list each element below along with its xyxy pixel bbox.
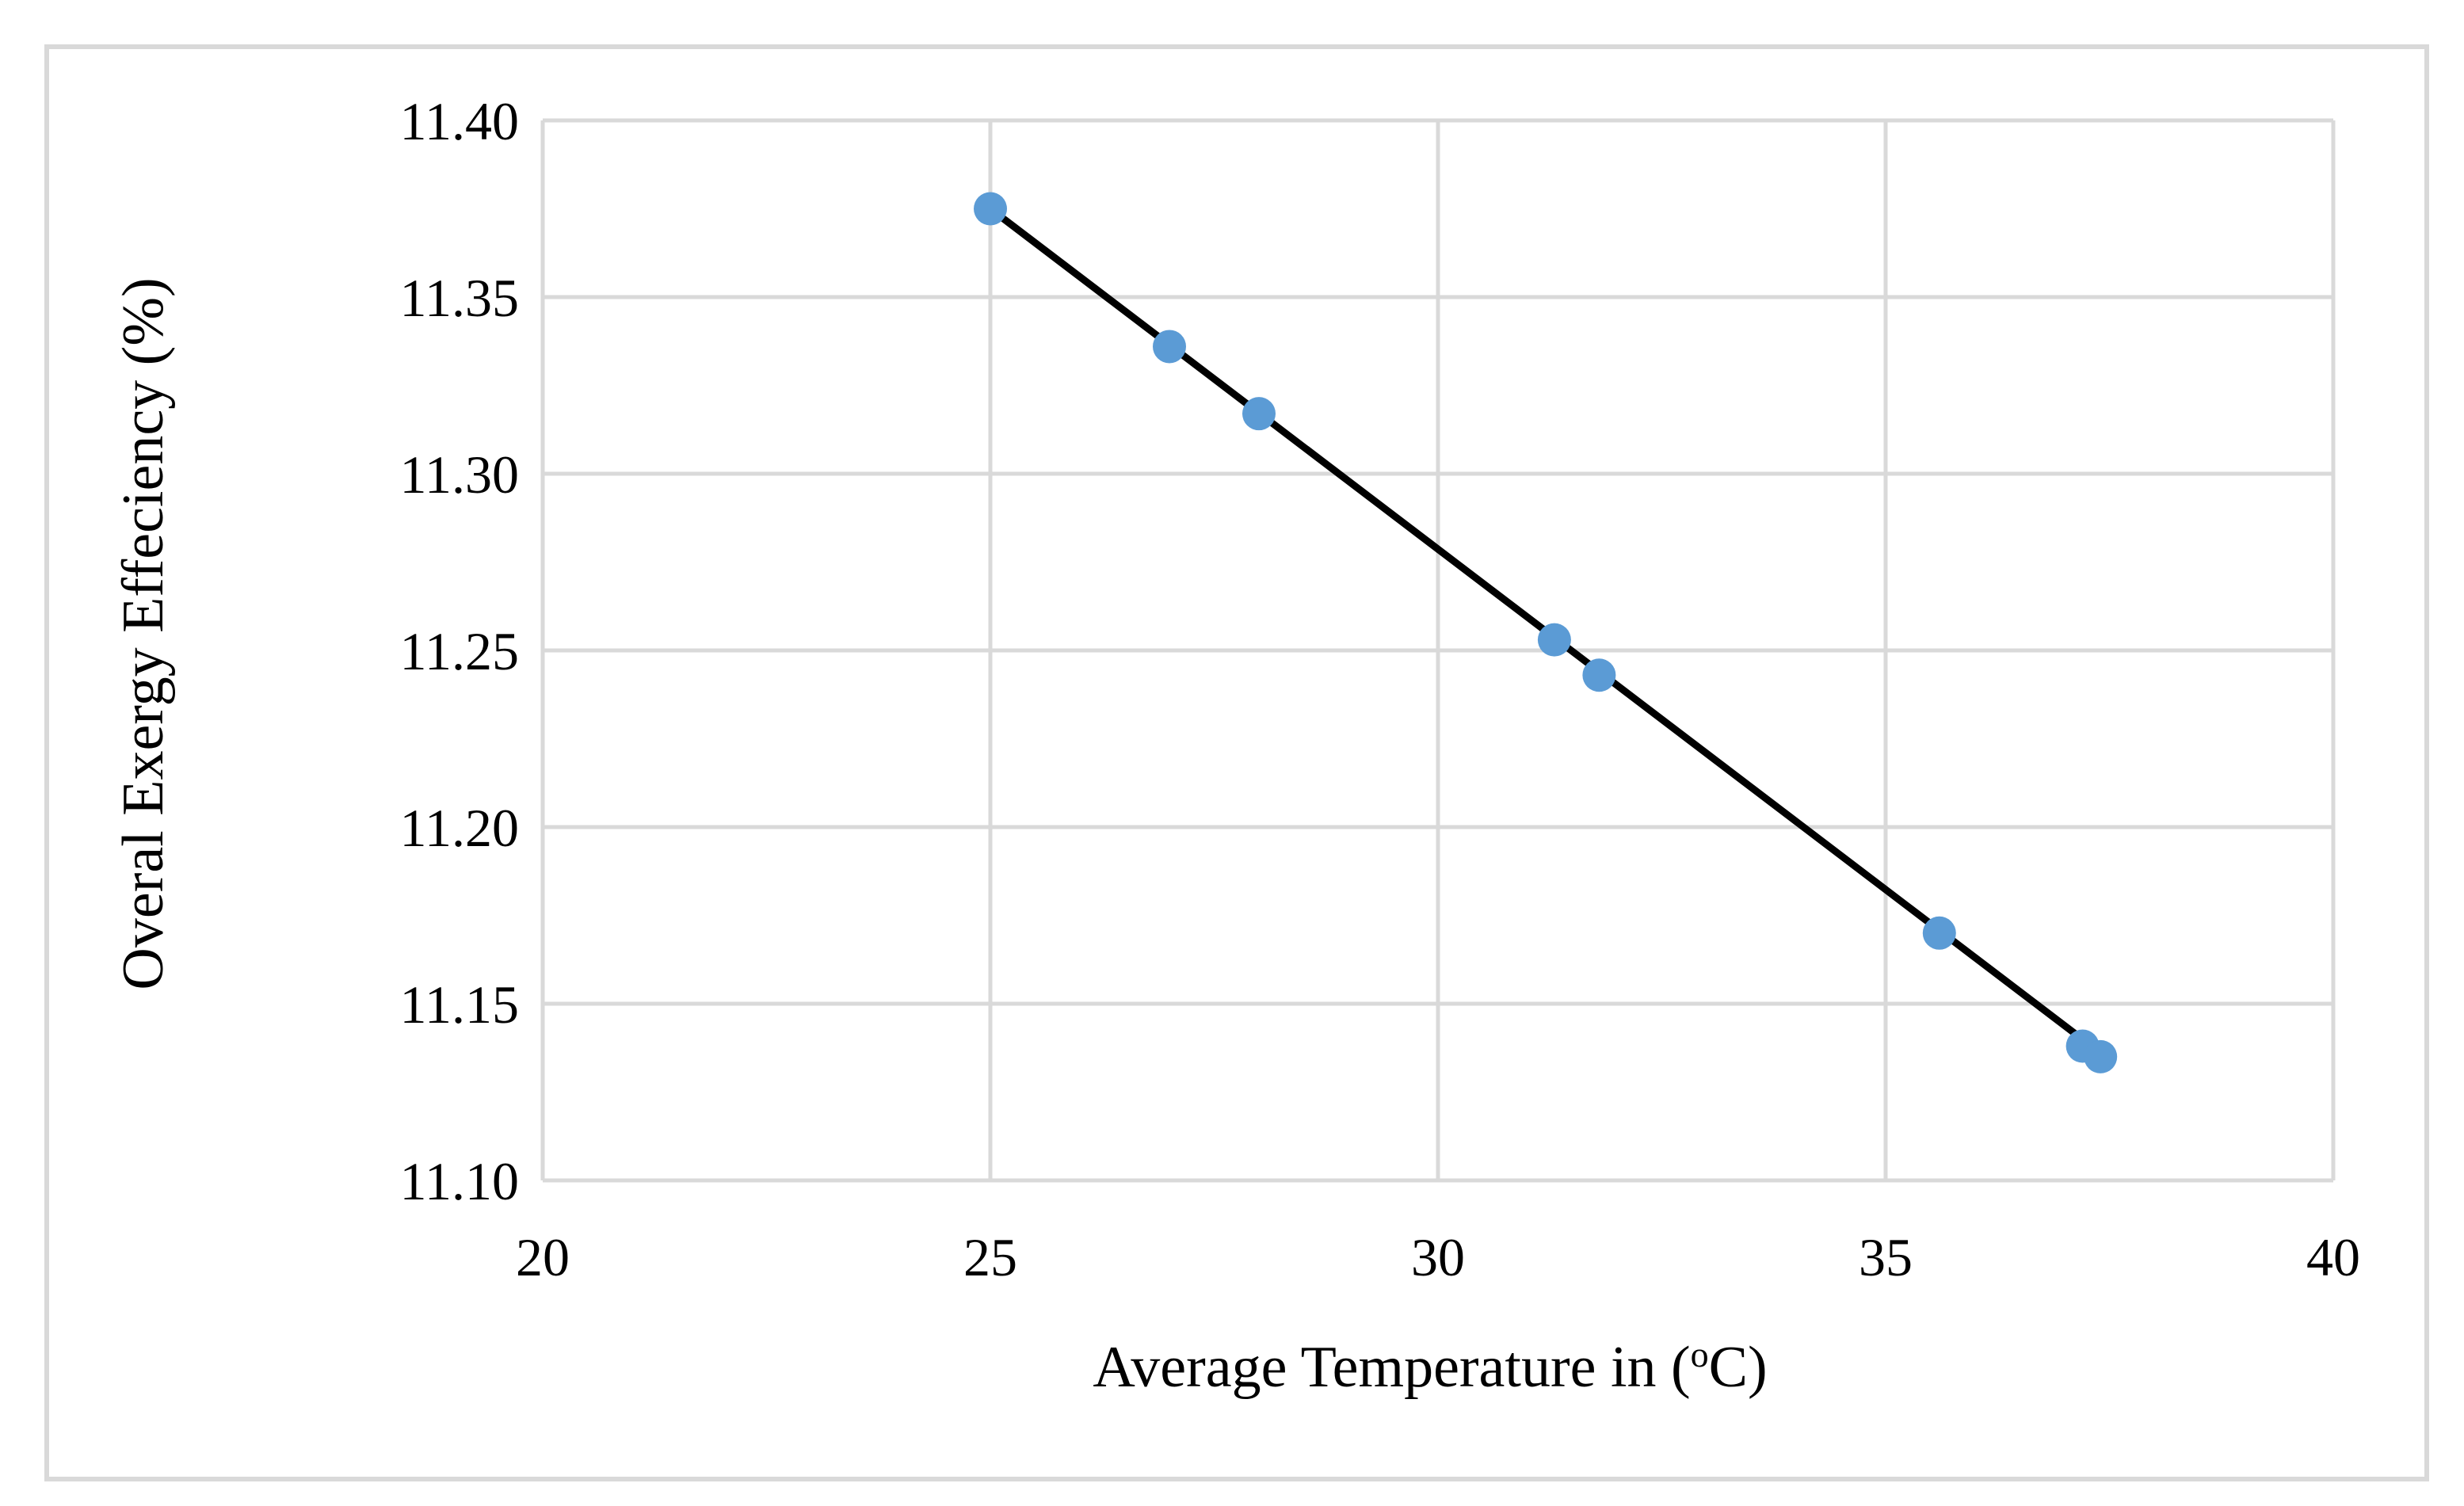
data-point [1922,916,1956,950]
y-tick-label: 11.25 [400,621,519,681]
y-tick-label: 11.20 [400,798,519,858]
data-point [1582,658,1616,692]
x-tick-label: 35 [1859,1227,1913,1287]
tick-layer: 11.10 11.15 11.20 11.25 11.30 11.35 11.40 20 25 3… [400,91,2360,1287]
trendline [988,205,2094,1050]
x-tick-label: 30 [1411,1227,1465,1287]
y-tick-label: 11.35 [400,268,519,328]
x-tick-label: 20 [516,1227,570,1287]
y-tick-label: 11.40 [400,91,519,151]
y-tick-label: 11.15 [400,974,519,1035]
trend-layer [988,205,2094,1050]
point-layer [974,192,2118,1073]
data-point [1242,397,1276,431]
y-axis-title: Overal Exergy Effeciency (%) [111,277,176,989]
x-axis-title: Average Temperature in (oC) [1093,1334,1767,1401]
y-tick-label: 11.30 [400,444,519,505]
x-tick-label: 25 [963,1227,1017,1287]
chart-frame [44,44,2429,1481]
x-tick-label: 40 [2306,1227,2360,1287]
grid-layer [540,118,2336,1183]
data-point [1537,623,1571,657]
data-point [2084,1039,2118,1073]
y-tick-label: 11.10 [400,1151,519,1211]
data-point [1153,330,1186,364]
data-point [974,192,1007,226]
